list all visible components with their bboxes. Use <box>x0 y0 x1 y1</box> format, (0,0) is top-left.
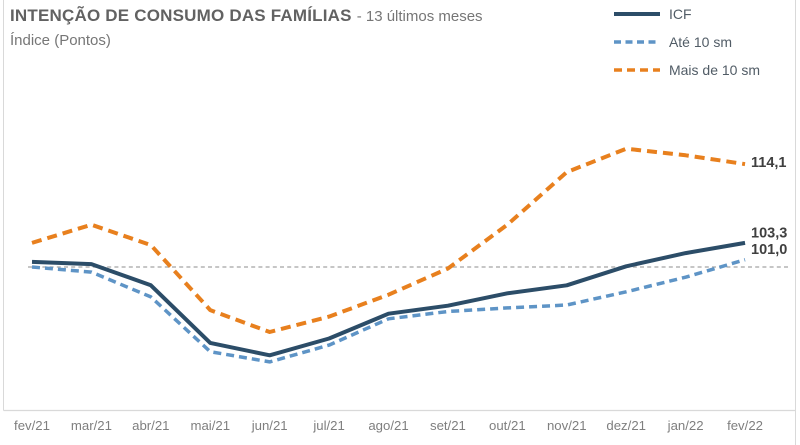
legend-label-mais-de-10-sm: Mais de 10 sm <box>668 62 760 78</box>
chart-axis-unit-label: Índice (Pontos) <box>10 32 111 49</box>
x-axis-label-nov-21: nov/21 <box>547 418 587 433</box>
value-label-icf: 103,3 <box>751 225 787 241</box>
series-line-ate-10-sm <box>31 258 746 364</box>
chart-header: INTENÇÃO DE CONSUMO DAS FAMÍLIAS - 13 últ… <box>10 5 483 51</box>
legend-line-sample-icf <box>613 10 660 18</box>
x-axis-label-out-21: out/21 <box>489 418 526 433</box>
x-axis-label-set-21: set/21 <box>430 418 466 433</box>
series-line-mais-de-10-sm <box>31 146 746 334</box>
chart-legend: ICF Até 10 sm Mais de 10 sm <box>613 0 760 84</box>
chart-title: INTENÇÃO DE CONSUMO DAS FAMÍLIAS <box>10 6 352 25</box>
value-label-ate-10-sm: 101,0 <box>751 242 787 258</box>
legend-label-ate-10-sm: Até 10 sm <box>668 34 732 50</box>
x-axis-label-mai-21: mai/21 <box>190 418 230 433</box>
series-line-icf <box>31 240 746 358</box>
x-axis-label-jan-22: jan/22 <box>667 418 704 433</box>
legend-line-sample-mais-de-10-sm <box>613 66 660 74</box>
x-axis-label-jul-21: jul/21 <box>312 418 345 433</box>
x-axis-label-fev-21: fev/21 <box>14 418 50 433</box>
x-axis-label-abr-21: abr/21 <box>132 418 169 433</box>
legend-line-sample-ate-10-sm <box>613 38 660 46</box>
legend-item-icf: ICF <box>613 0 760 28</box>
x-axis-label-ago-21: ago/21 <box>368 418 408 433</box>
x-axis-label-dez-21: dez/21 <box>606 418 646 433</box>
x-axis-label-mar-21: mar/21 <box>71 418 112 433</box>
x-axis-label-fev-22: fev/22 <box>727 418 763 433</box>
legend-label-icf: ICF <box>668 6 692 22</box>
legend-item-ate-10-sm: Até 10 sm <box>613 28 760 56</box>
x-axis-label-jun-21: jun/21 <box>251 418 288 433</box>
value-label-mais-de-10-sm: 114,1 <box>751 155 787 171</box>
legend-item-mais-de-10-sm: Mais de 10 sm <box>613 56 760 84</box>
chart-title-suffix: - 13 últimos meses <box>356 8 483 25</box>
